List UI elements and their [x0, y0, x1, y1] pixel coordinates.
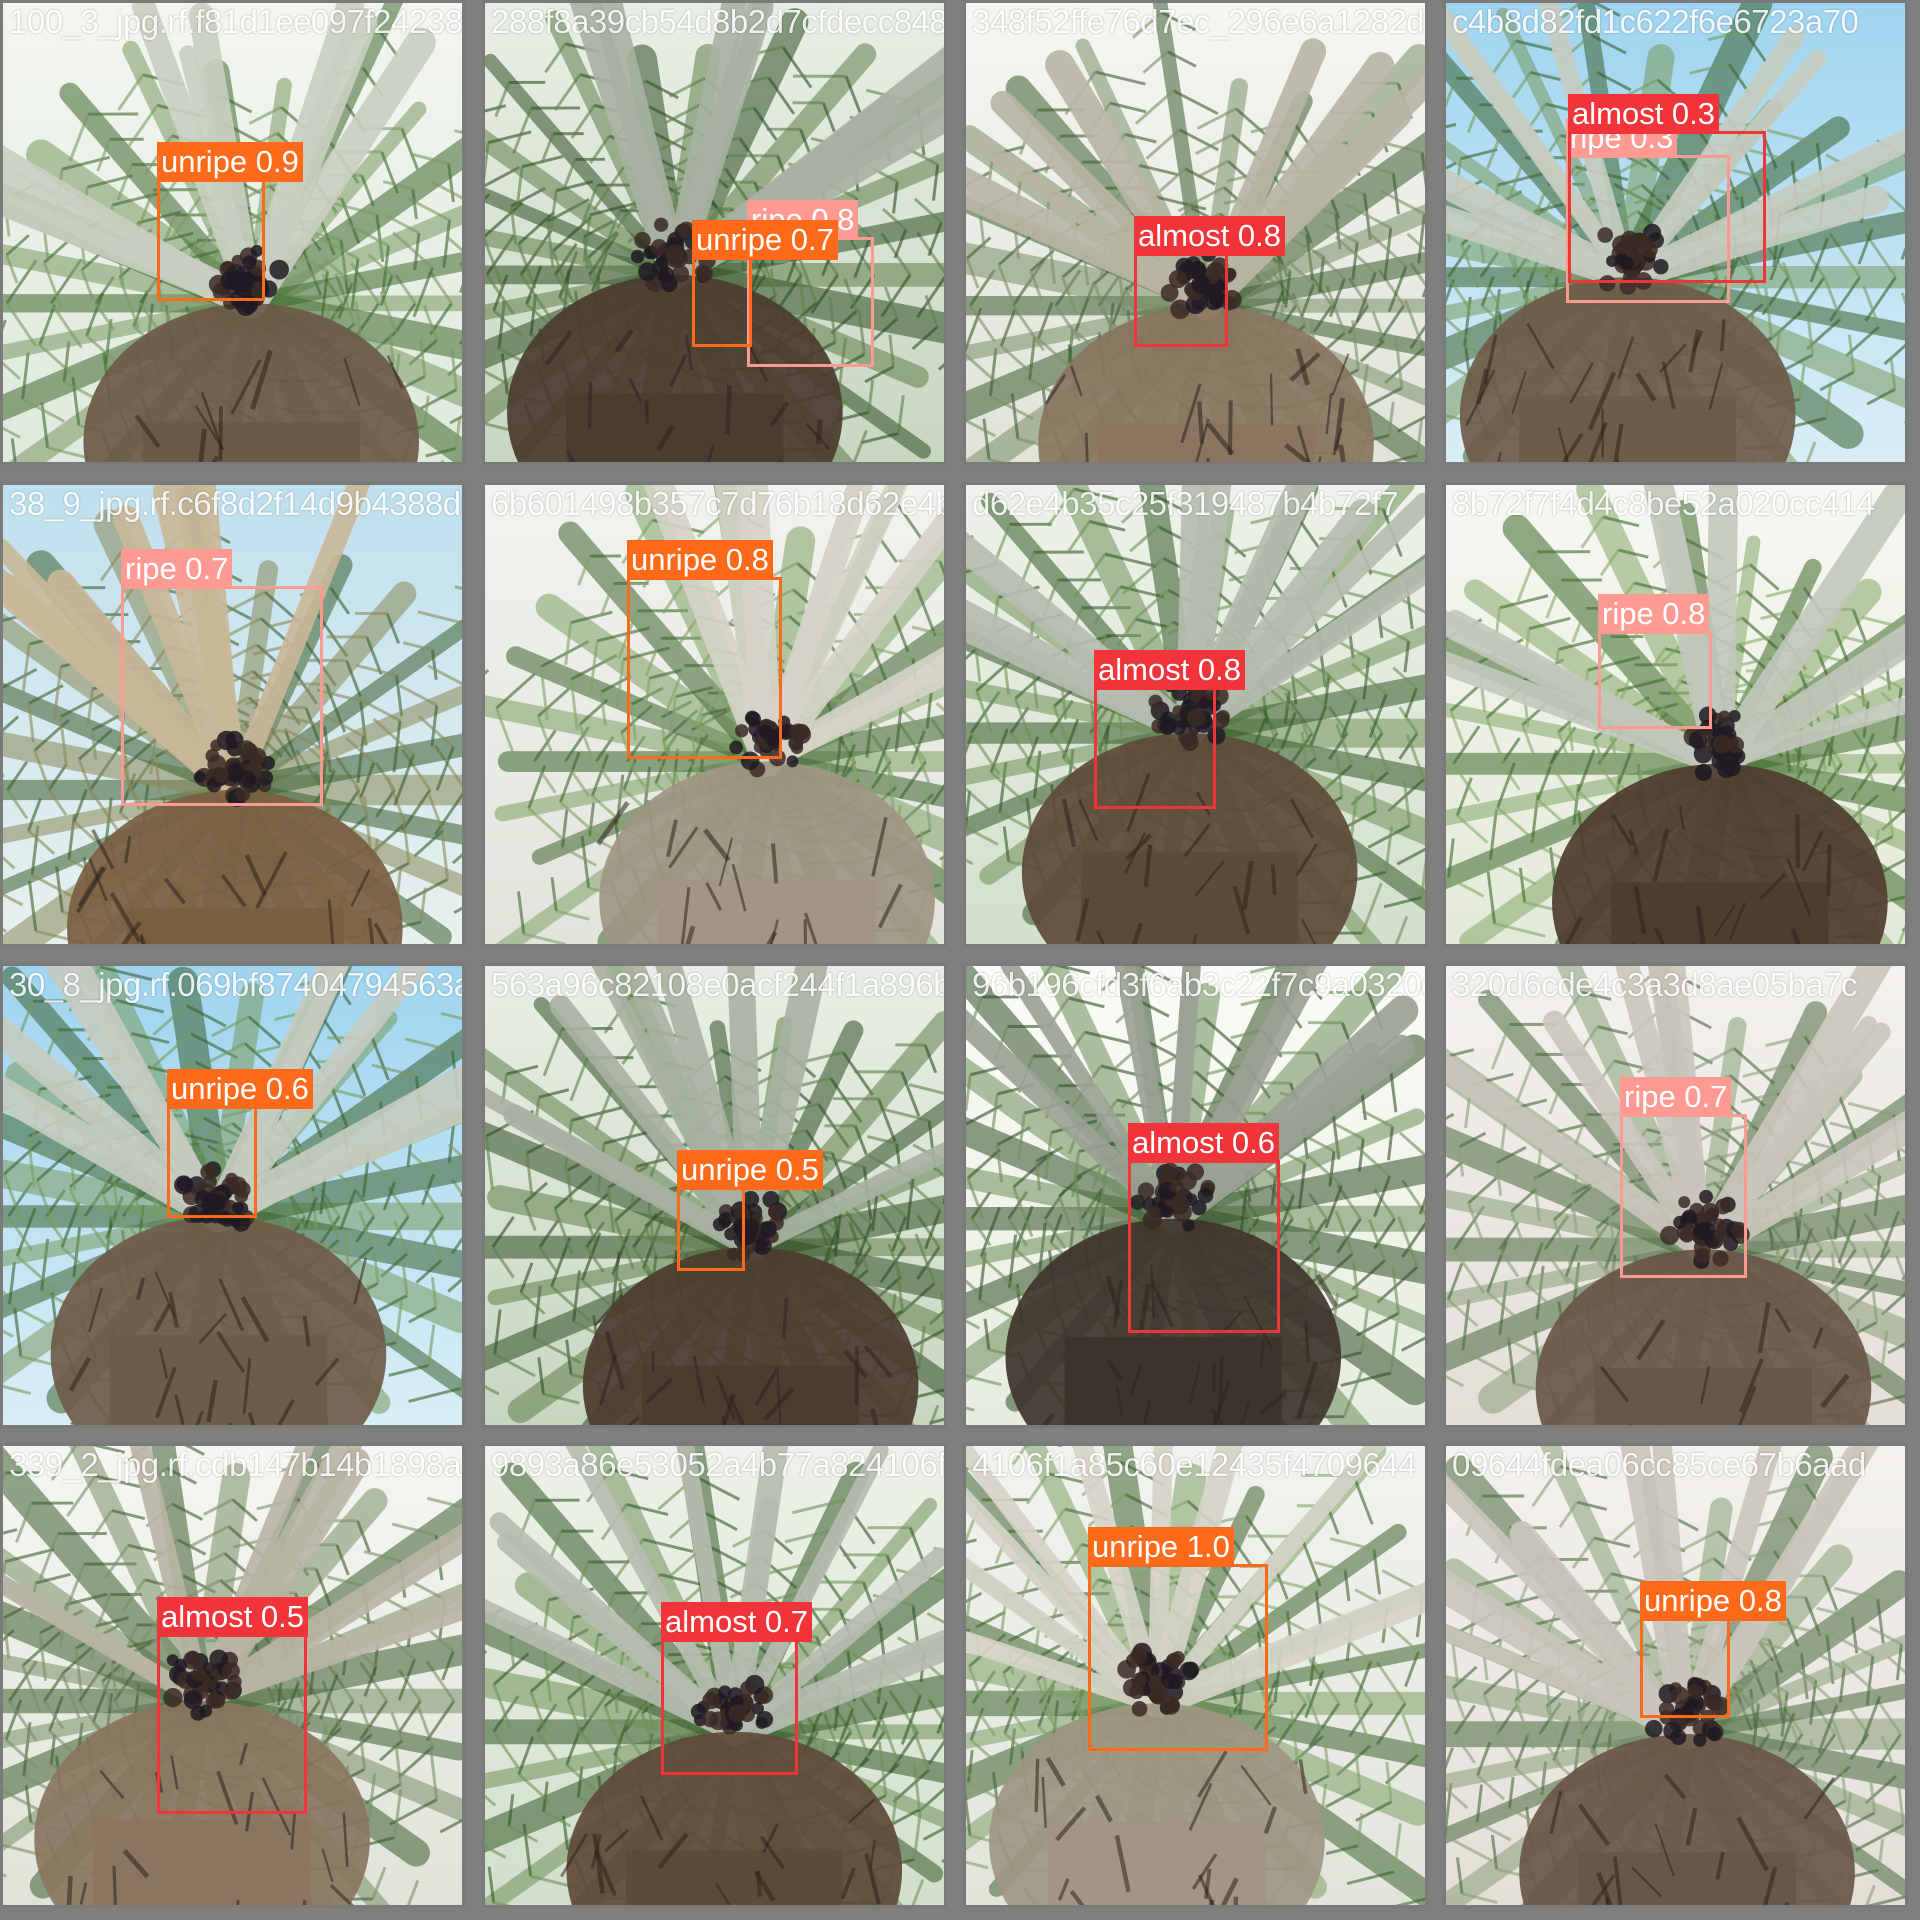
detection-label: unripe 0.7: [692, 220, 838, 260]
detection-label: almost 0.5: [157, 1597, 309, 1637]
tile-12: ripe 0.7 320d6cde4c3a3d8ae05ba7c: [1443, 963, 1908, 1428]
tile-3: almost 0.8 348f52ffe76d7ec_296e6a1282d: [963, 0, 1428, 465]
detection-box: almost 0.5: [157, 1597, 309, 1814]
tile-6: unripe 0.8 6b601498b357c7d76b18d62e4b35c…: [482, 482, 947, 947]
detection-box: unripe 1.0: [1088, 1527, 1268, 1751]
palm-photo: [966, 1446, 1425, 1905]
palm-photo: [485, 1446, 944, 1905]
detection-box: almost 0.7: [661, 1602, 813, 1775]
detection-box: almost 0.3: [1568, 94, 1766, 283]
tile-15: unripe 1.0 4106f1a85c60e12435f4709644: [963, 1443, 1428, 1908]
detection-label: almost 0.6: [1128, 1123, 1280, 1163]
detection-label: ripe 0.8: [1598, 594, 1710, 634]
tile-13: almost 0.5 339_2_jpg.rf.cdb147b14b1898a8…: [0, 1443, 465, 1908]
detection-label: unripe 1.0: [1088, 1527, 1234, 1567]
detection-box: unripe 0.7: [692, 220, 838, 347]
tile-7: almost 0.8 d62e4b35c25f319487b4b72f7: [963, 482, 1428, 947]
detection-box: almost 0.6: [1128, 1123, 1280, 1333]
detection-label: ripe 0.7: [1620, 1077, 1732, 1117]
palm-photo: [3, 966, 462, 1425]
detection-box: unripe 0.8: [1640, 1581, 1786, 1718]
palm-photo: [966, 485, 1425, 944]
palm-photo: [3, 1446, 462, 1905]
tile-9: unripe 0.6 30_8_jpg.rf.069bf87404794563a…: [0, 963, 465, 1428]
tile-10: unripe 0.5 563a96c82108e0acf244f1a896b19…: [482, 963, 947, 1428]
detection-box: unripe 0.5: [677, 1150, 823, 1271]
tile-16: unripe 0.8 09644fdea06cc85ce67b6aad: [1443, 1443, 1908, 1908]
detection-box: almost 0.8: [1094, 650, 1246, 809]
palm-photo: [485, 966, 944, 1425]
detection-label: unripe 0.6: [167, 1069, 313, 1109]
tile-2: ripe 0.8 unripe 0.7 288f8a39cb54d8b2d7cf…: [482, 0, 947, 465]
detection-label: unripe 0.8: [627, 540, 773, 580]
detection-box: unripe 0.8: [627, 540, 782, 759]
detection-box: ripe 0.7: [121, 549, 323, 806]
detection-label: unripe 0.8: [1640, 1581, 1786, 1621]
detection-box: almost 0.8: [1134, 216, 1286, 347]
detection-label: almost 0.3: [1568, 94, 1720, 134]
detection-label: ripe 0.7: [121, 549, 233, 589]
tile-11: almost 0.6 96b196cfd3f6ab3c22f7c9a0320d6…: [963, 963, 1428, 1428]
detection-box: ripe 0.7: [1620, 1077, 1747, 1278]
detection-label: almost 0.7: [661, 1602, 813, 1642]
tile-5: ripe 0.7 38_9_jpg.rf.c6f8d2f14d9b4388d6f…: [0, 482, 465, 947]
detection-label: unripe 0.5: [677, 1150, 823, 1190]
detection-label: almost 0.8: [1134, 216, 1286, 256]
detection-label: unripe 0.9: [157, 142, 303, 182]
palm-photo: [1446, 3, 1905, 462]
palm-photo: [966, 966, 1425, 1425]
tile-8: ripe 0.8 8b72f7f4d4c8be52a020cc414: [1443, 482, 1908, 947]
tile-14: almost 0.7 9893a86e53052a4b77a824106f: [482, 1443, 947, 1908]
tile-4: ripe 0.3 almost 0.3 c4b8d82fd1c622f6e672…: [1443, 0, 1908, 465]
detection-label: almost 0.8: [1094, 650, 1246, 690]
detection-box: ripe 0.8: [1598, 594, 1712, 729]
detection-box: unripe 0.6: [167, 1069, 313, 1218]
tile-1: unripe 0.9 100_3_jpg.rf.f81d1ee097f24238…: [0, 0, 465, 465]
detection-box: unripe 0.9: [157, 142, 303, 301]
palm-photo: [1446, 1446, 1905, 1905]
